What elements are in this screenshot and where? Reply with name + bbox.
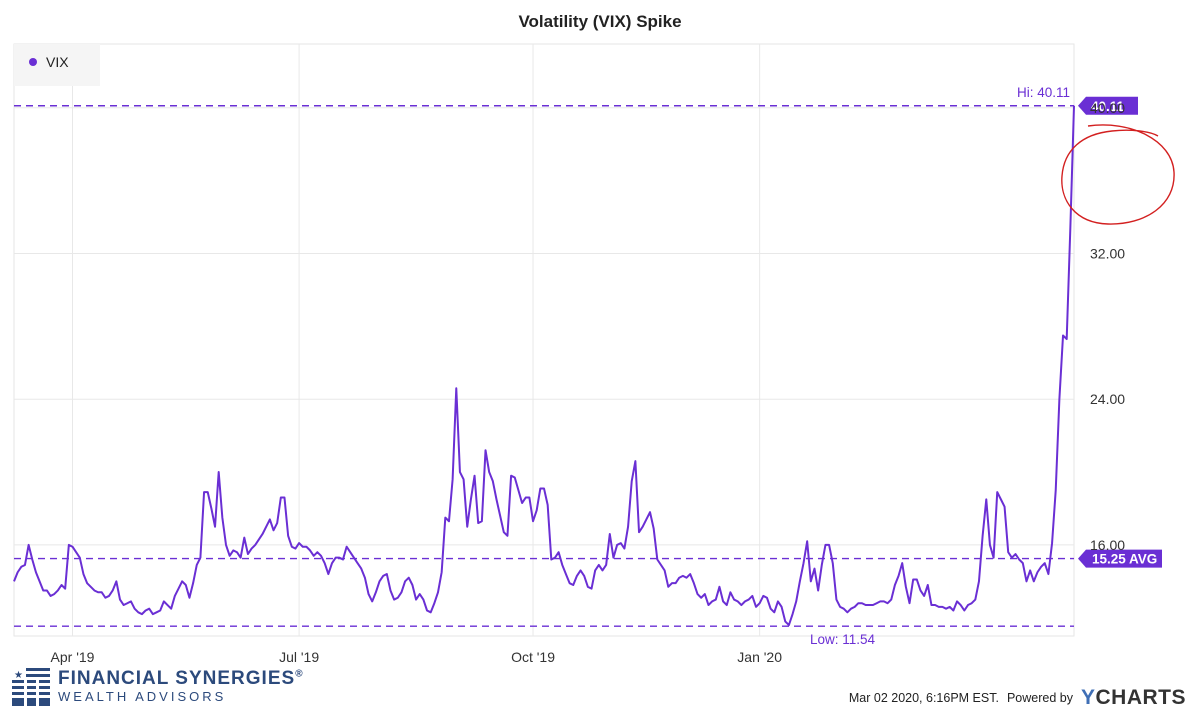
plot-border (13, 43, 1075, 637)
x-tick-label: Jan '20 (737, 649, 782, 665)
powered-by: Powered by (1006, 691, 1073, 705)
average-tag: 15.25 AVG (1078, 549, 1162, 568)
y-tick-label: 24.00 (1090, 391, 1125, 407)
reference-lines: Hi: 40.11 Low: 11.54 15.25 AVG 40.11 (14, 85, 1162, 647)
ycharts-logo[interactable]: YCHARTS (1080, 686, 1186, 709)
legend-swatch (29, 58, 37, 66)
low-label: Low: 11.54 (810, 632, 876, 647)
x-tick-label: Apr '19 (51, 649, 95, 665)
last-value-tag-label: 40.11 (1091, 99, 1125, 114)
annotation-circle (1061, 124, 1175, 225)
legend-label: VIX (46, 54, 69, 70)
last-value-tag: 40.11 (1078, 96, 1138, 115)
series-layer (13, 105, 1075, 627)
legend[interactable]: VIX (14, 44, 100, 86)
logo-tagline: WEALTH ADVISORS (58, 689, 227, 704)
footer-credits: Mar 02 2020, 6:16PM EST. Powered by YCHA… (849, 686, 1186, 710)
x-tick-label: Oct '19 (511, 649, 555, 665)
legend-box (14, 44, 100, 86)
svg-text:★: ★ (14, 670, 23, 681)
company-logo: ★ FINANCIAL SYNERGIES® WEALTH ADVISORS (12, 668, 342, 708)
timestamp: Mar 02 2020, 6:16PM EST. (848, 691, 999, 705)
average-tag-label: 15.25 AVG (1092, 552, 1157, 567)
average-tag-bg (1078, 549, 1162, 568)
vix-series-line (13, 105, 1075, 627)
y-tick-label: 16.00 (1090, 537, 1125, 553)
last-value-tag-bg (1078, 96, 1138, 115)
logo-name: FINANCIAL SYNERGIES® (58, 668, 304, 689)
y-tick-label: 32.00 (1090, 245, 1125, 261)
high-label: Hi: 40.11 (1017, 85, 1070, 100)
axis-labels: 16.00 24.00 32.00 40.00 Apr '19 Jul '19 Oct '1… (51, 100, 1126, 665)
y-tick-label: 40.00 (1090, 100, 1125, 116)
grid-lines (14, 44, 1074, 636)
chart-title: Volatility (VIX) Spike (518, 12, 682, 31)
flag-logo-icon: ★ (12, 668, 50, 706)
x-tick-label: Jul '19 (279, 649, 319, 665)
